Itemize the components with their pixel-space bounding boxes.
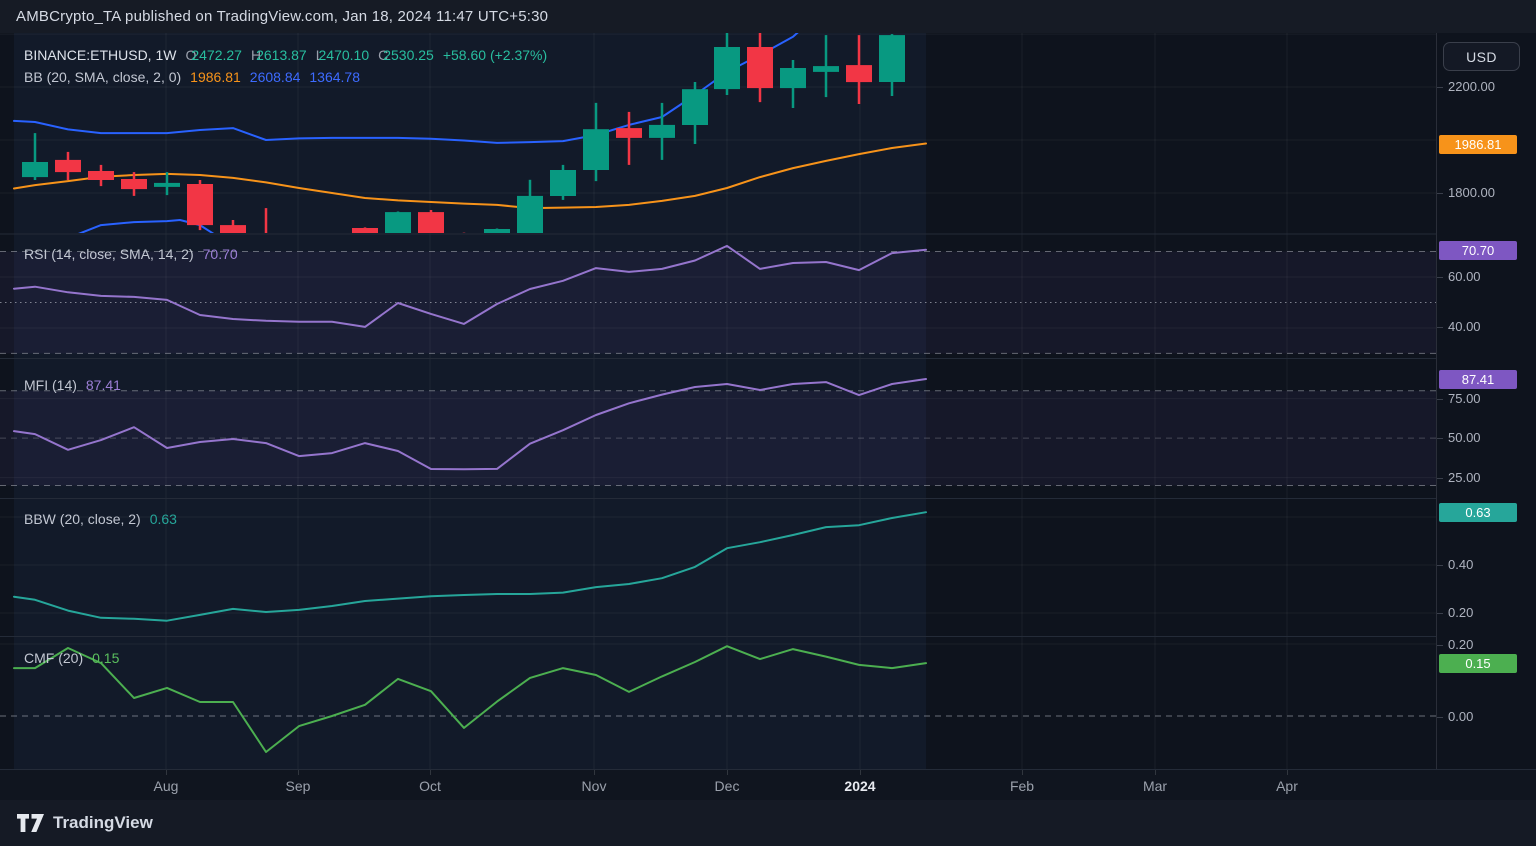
axis-label: 1800.00 xyxy=(1448,185,1495,200)
axis-tick xyxy=(1437,478,1443,479)
currency-toggle-button[interactable]: USD xyxy=(1443,42,1520,71)
axis-tick xyxy=(1437,645,1443,646)
axis-tick xyxy=(1437,613,1443,614)
month-tick xyxy=(298,770,299,775)
cmf-legend[interactable]: CMF (20) 0.15 xyxy=(24,650,119,666)
symbol-title[interactable]: BINANCE:ETHUSD, 1W xyxy=(24,47,177,63)
publish-header: AMBCrypto_TA published on TradingView.co… xyxy=(0,0,1536,33)
axis-label: 0.00 xyxy=(1448,709,1474,724)
high-label: H xyxy=(250,47,262,63)
month-tick xyxy=(727,770,728,775)
mfi-value: 87.41 xyxy=(85,377,121,393)
bbw-legend[interactable]: BBW (20, close, 2) 0.63 xyxy=(24,511,177,527)
month-tick xyxy=(1022,770,1023,775)
cmf-title[interactable]: CMF (20) xyxy=(24,650,84,666)
symbol-legend[interactable]: BINANCE:ETHUSD, 1W O 2472.27 H 2613.87 L… xyxy=(24,47,547,63)
axis-label: 0.20 xyxy=(1448,637,1474,652)
high-value: 2613.87 xyxy=(256,47,307,63)
month-tick xyxy=(1155,770,1156,775)
month-label: Aug xyxy=(153,778,179,794)
change-value: +58.60 (+2.37%) xyxy=(442,47,548,63)
axis-label: 40.00 xyxy=(1448,319,1481,334)
month-label: Feb xyxy=(1009,778,1035,794)
open-value: 2472.27 xyxy=(191,47,242,63)
bb-upper-value: 2608.84 xyxy=(249,69,301,85)
axis-badge: 87.41 xyxy=(1439,369,1517,389)
axis-label: 0.20 xyxy=(1448,605,1474,620)
bb-basis-value: 1986.81 xyxy=(190,69,241,85)
axis-badge: 0.63 xyxy=(1439,502,1517,522)
bbw-pane xyxy=(0,511,1436,622)
mfi-legend[interactable]: MFI (14) 87.41 xyxy=(24,377,121,393)
bb-title[interactable]: BB (20, SMA, close, 2, 0) xyxy=(24,69,182,85)
month-label: Apr xyxy=(1276,778,1298,794)
axis-tick xyxy=(1437,193,1443,194)
month-label: 2024 xyxy=(844,778,876,794)
axis-label: 25.00 xyxy=(1448,470,1481,485)
month-tick xyxy=(1287,770,1288,775)
bottom-bar: TradingView xyxy=(0,800,1536,846)
rsi-pane xyxy=(0,244,1436,354)
mfi-title[interactable]: MFI (14) xyxy=(24,377,77,393)
month-tick xyxy=(594,770,595,775)
price-scale[interactable]: USD 2200.00 1800.00 60.00 40.00 75.00 50.00 25… xyxy=(1436,33,1536,769)
open-label: O xyxy=(185,47,197,63)
axis-label: 0.40 xyxy=(1448,557,1474,572)
month-tick xyxy=(166,770,167,775)
time-axis[interactable]: Aug Sep Oct Nov Dec 2024 Feb Mar Apr xyxy=(0,769,1536,800)
axis-badge: 0.15 xyxy=(1439,653,1517,673)
cmf-value: 0.15 xyxy=(92,650,120,666)
mfi-pane xyxy=(0,378,1436,486)
axis-badge: 1986.81 xyxy=(1439,134,1517,154)
axis-badge: 70.70 xyxy=(1439,240,1517,260)
month-tick xyxy=(430,770,431,775)
axis-label: 75.00 xyxy=(1448,391,1481,406)
bb-legend[interactable]: BB (20, SMA, close, 2, 0) 1986.81 2608.8… xyxy=(24,69,360,85)
axis-tick xyxy=(1437,87,1443,88)
low-label: L xyxy=(315,47,324,63)
tradingview-logo-icon[interactable] xyxy=(16,813,45,833)
rsi-title[interactable]: RSI (14, close, SMA, 14, 2) xyxy=(24,246,194,262)
axis-tick xyxy=(1437,565,1443,566)
axis-tick xyxy=(1437,717,1443,718)
month-label: Dec xyxy=(714,778,740,794)
close-value: 2530.25 xyxy=(383,47,434,63)
month-tick xyxy=(860,770,861,775)
axis-tick xyxy=(1437,399,1443,400)
axis-label: 50.00 xyxy=(1448,430,1481,445)
axis-tick xyxy=(1437,438,1443,439)
price-pane xyxy=(0,33,1436,233)
month-label: Mar xyxy=(1142,778,1168,794)
close-label: C xyxy=(378,47,389,63)
month-label: Nov xyxy=(581,778,607,794)
month-label: Sep xyxy=(285,778,311,794)
bbw-value: 0.63 xyxy=(149,511,177,527)
rsi-value: 70.70 xyxy=(202,246,238,262)
axis-tick xyxy=(1437,327,1443,328)
chart-canvas[interactable] xyxy=(0,33,1436,769)
cmf-pane xyxy=(0,643,1436,753)
low-value: 2470.10 xyxy=(318,47,370,63)
axis-tick xyxy=(1437,277,1443,278)
publish-title: AMBCrypto_TA published on TradingView.co… xyxy=(16,8,549,25)
month-label: Oct xyxy=(419,778,441,794)
axis-label: 60.00 xyxy=(1448,269,1481,284)
rsi-legend[interactable]: RSI (14, close, SMA, 14, 2) 70.70 xyxy=(24,246,238,262)
bb-lower-value: 1364.78 xyxy=(309,69,360,85)
bbw-title[interactable]: BBW (20, close, 2) xyxy=(24,511,141,527)
tradingview-brand[interactable]: TradingView xyxy=(53,813,153,832)
axis-label: 2200.00 xyxy=(1448,79,1495,94)
